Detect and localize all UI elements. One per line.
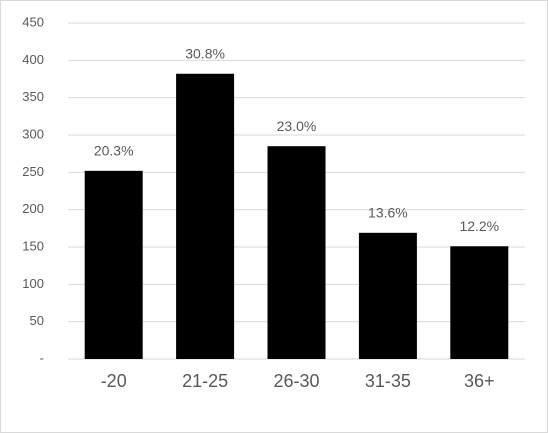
data-label: 23.0% <box>277 118 317 134</box>
x-tick-label: -20 <box>101 371 127 391</box>
data-label: 30.8% <box>185 45 225 61</box>
data-label: 20.3% <box>94 143 134 159</box>
x-tick-label: 26-30 <box>273 371 319 391</box>
bar <box>450 246 509 359</box>
y-tick-label: 250 <box>22 164 44 179</box>
y-tick-label: - <box>40 350 44 365</box>
y-tick-label: 150 <box>22 238 44 253</box>
y-tick-label: 450 <box>22 14 44 29</box>
y-tick-label: 350 <box>22 89 44 104</box>
bar <box>84 170 143 359</box>
x-tick-label: 36+ <box>464 371 495 391</box>
bar <box>176 73 235 360</box>
bar <box>358 232 417 359</box>
data-label: 12.2% <box>459 218 499 234</box>
data-label: 13.6% <box>368 205 408 221</box>
x-tick-label: 21-25 <box>182 371 228 391</box>
y-tick-label: 100 <box>22 276 44 291</box>
y-tick-label: 400 <box>22 52 44 67</box>
y-tick-label: 200 <box>22 201 44 216</box>
y-tick-label: 300 <box>22 126 44 141</box>
bar <box>267 146 326 359</box>
x-tick-label: 31-35 <box>365 371 411 391</box>
y-tick-label: 50 <box>30 313 44 328</box>
